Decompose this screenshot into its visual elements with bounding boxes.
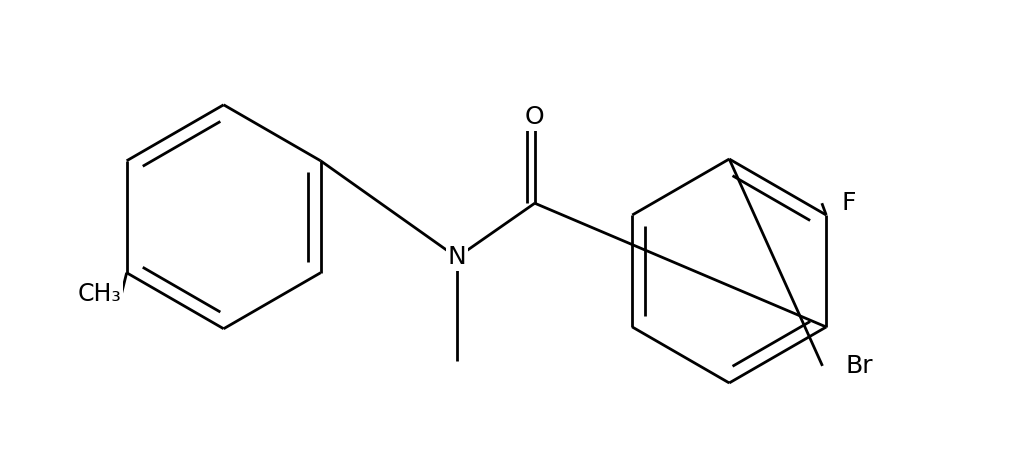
Text: O: O bbox=[525, 105, 544, 129]
Text: Br: Br bbox=[845, 354, 872, 378]
Text: F: F bbox=[841, 191, 855, 215]
Text: CH₃: CH₃ bbox=[77, 282, 121, 305]
Text: N: N bbox=[447, 245, 466, 270]
